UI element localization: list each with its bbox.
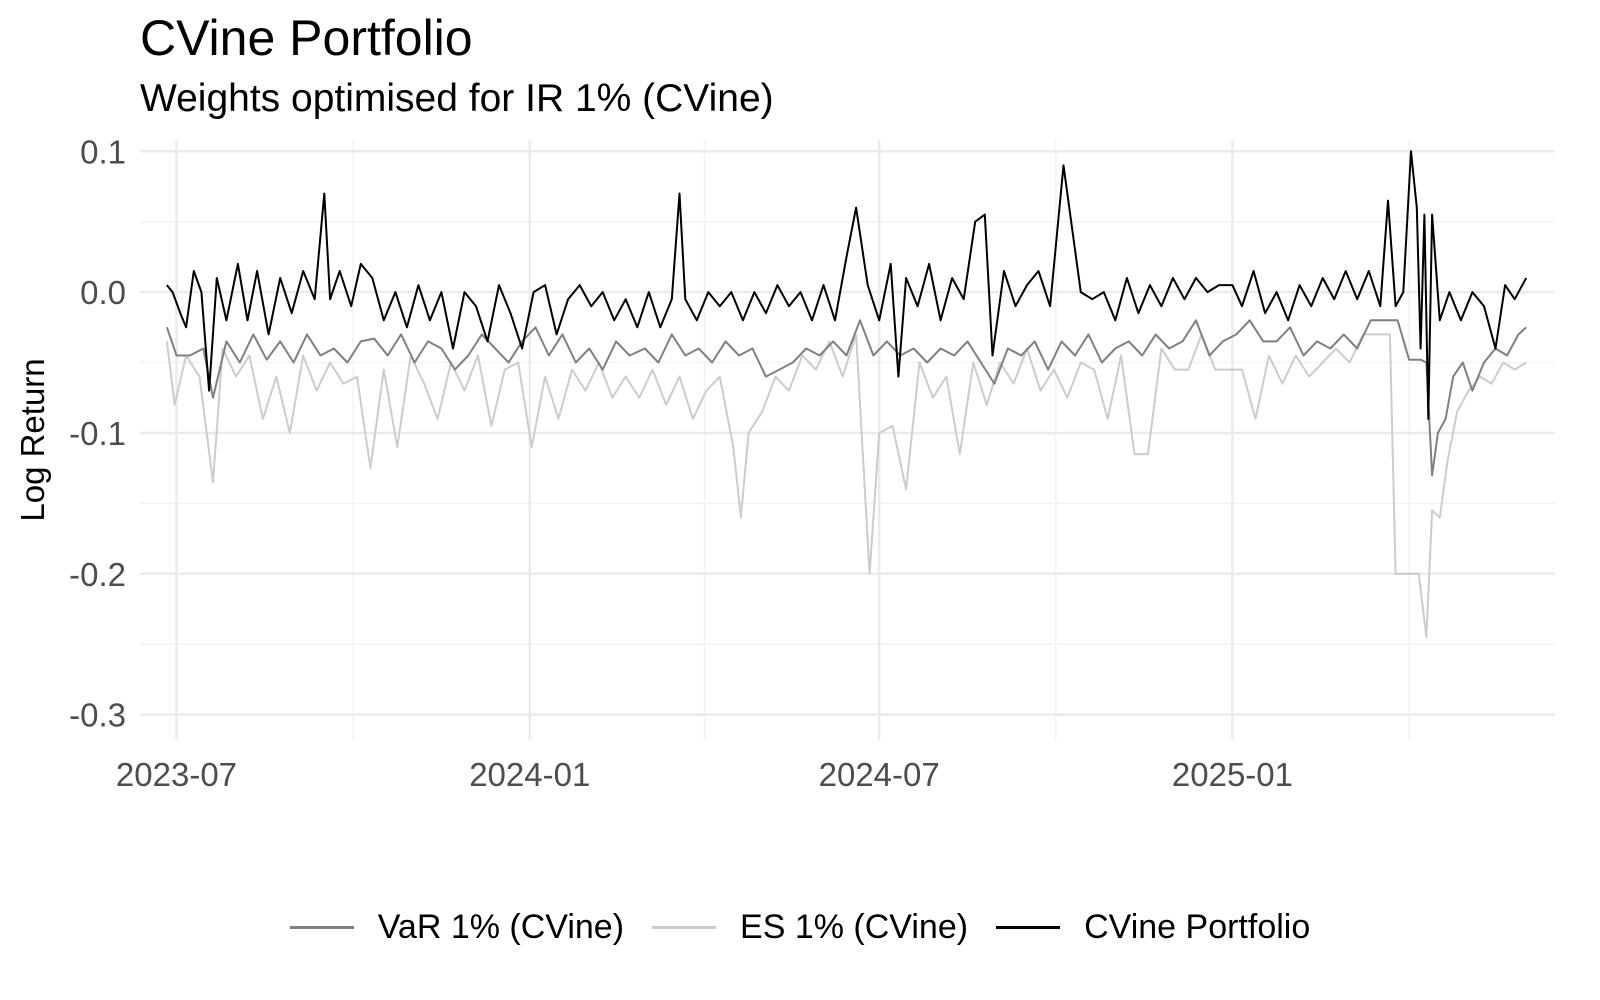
chart-subtitle: Weights optimised for IR 1% (CVine) bbox=[140, 77, 774, 120]
series-lines bbox=[165, 150, 1528, 639]
legend-item: CVine Portfolio bbox=[996, 905, 1310, 949]
x-tick-label: 2023-07 bbox=[116, 756, 237, 793]
y-tick-label: -0.3 bbox=[69, 697, 126, 734]
legend-item: ES 1% (CVine) bbox=[652, 905, 968, 949]
y-tick-label: -0.2 bbox=[69, 556, 126, 593]
chart-title: CVine Portfolio bbox=[140, 10, 473, 66]
legend-label: CVine Portfolio bbox=[1084, 908, 1311, 946]
legend-label: VaR 1% (CVine) bbox=[377, 908, 625, 946]
grid-lines bbox=[140, 140, 1555, 740]
y-tick-label: 0.0 bbox=[80, 274, 126, 311]
legend-key-line bbox=[996, 925, 1061, 929]
legend-key-line bbox=[289, 925, 354, 929]
legend-key-line bbox=[652, 925, 717, 929]
legend-label: ES 1% (CVine) bbox=[740, 908, 969, 946]
y-tick-label: 0.1 bbox=[80, 133, 126, 170]
x-tick-label: 2025-01 bbox=[1172, 756, 1293, 793]
x-tick-label: 2024-01 bbox=[469, 756, 590, 793]
legend: VaR 1% (CVine) ES 1% (CVine) CVine Portfol… bbox=[0, 905, 1600, 949]
legend-item: VaR 1% (CVine) bbox=[289, 905, 625, 949]
series-line bbox=[165, 333, 1527, 639]
axes: 0.1 0.0 -0.1 -0.2 -0.3 2023-07 2024-01 2024-07 2… bbox=[69, 133, 1293, 793]
x-tick-label: 2024-07 bbox=[819, 756, 940, 793]
y-axis-title: Log Return bbox=[14, 358, 51, 521]
series-line bbox=[165, 319, 1527, 477]
line-chart: 0.1 0.0 -0.1 -0.2 -0.3 2023-07 2024-01 2024-07 2… bbox=[14, 133, 1555, 793]
y-tick-label: -0.1 bbox=[69, 415, 126, 452]
series-line bbox=[166, 150, 1528, 420]
